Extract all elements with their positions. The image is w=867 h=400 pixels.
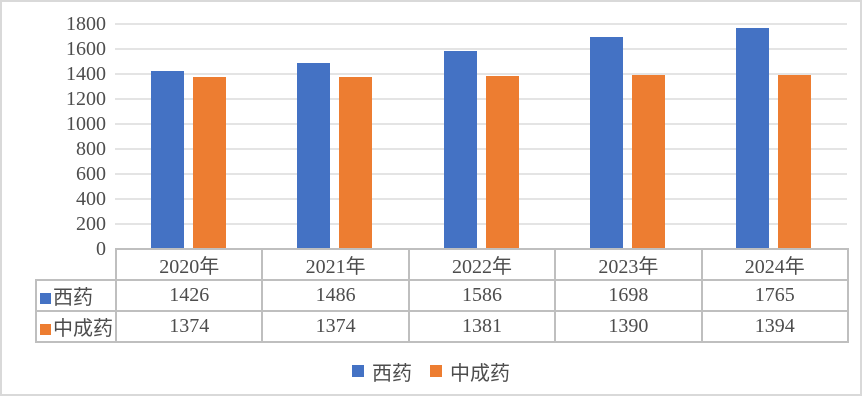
bar-西药-2023年	[589, 36, 623, 249]
y-axis-tick-label: 200	[76, 213, 106, 235]
bar-group-2022年	[408, 24, 554, 249]
bar-中成药-2020年	[192, 77, 226, 249]
value-cell: 1426	[114, 279, 264, 312]
bar-西药-2022年	[443, 50, 477, 249]
gridline	[115, 198, 847, 200]
year-header-cell: 2024年	[700, 248, 849, 281]
legend-label: 西药	[372, 362, 412, 385]
bar-group-2021年	[261, 24, 407, 249]
series-swatch-icon	[40, 324, 51, 335]
y-axis-tick-label: 0	[96, 238, 106, 260]
gridline	[115, 98, 847, 100]
year-header-cell: 2023年	[554, 248, 703, 281]
series-key-cell: 中成药	[35, 310, 117, 343]
y-axis-tick-label: 1600	[66, 38, 106, 60]
y-axis-tick-label: 1800	[66, 13, 106, 35]
table-row-中成药: 中成药 1374 1374 1381 1390 1394	[35, 310, 849, 343]
gridline	[115, 23, 847, 25]
bar-group-2020年	[115, 24, 261, 249]
bar-中成药-2021年	[339, 77, 373, 249]
series-swatch-icon	[40, 293, 51, 304]
legend: 西药 中成药	[2, 357, 860, 386]
gridline	[115, 73, 847, 75]
value-cell: 1765	[700, 279, 849, 312]
bar-西药-2021年	[297, 63, 331, 249]
value-cell: 1374	[261, 310, 410, 343]
y-axis-tick-label: 800	[76, 138, 106, 160]
y-axis-tick-label: 600	[76, 163, 106, 185]
table-row-西药: 西药 1426 1486 1586 1698 1765	[35, 279, 849, 312]
series-name-label: 西药	[53, 287, 93, 309]
value-cell: 1390	[554, 310, 703, 343]
value-cell: 1381	[407, 310, 557, 343]
bar-西药-2024年	[736, 28, 770, 249]
bar-中成药-2022年	[485, 76, 519, 249]
y-axis-tick-label: 1400	[66, 63, 106, 85]
table-header-row: 2020年 2021年 2022年 2023年 2024年	[36, 248, 849, 281]
value-cell: 1586	[407, 279, 557, 312]
bar-中成药-2024年	[778, 74, 812, 249]
bar-group-2023年	[554, 24, 700, 249]
bar-group-2024年	[701, 24, 847, 249]
value-cell: 1394	[700, 310, 849, 343]
series-name-label: 中成药	[53, 318, 113, 340]
data-table: 2020年 2021年 2022年 2023年 2024年 西药 1426 1486 1586 1…	[35, 248, 849, 343]
value-cell: 1698	[554, 279, 703, 312]
gridline	[115, 173, 847, 175]
year-header-cell: 2022年	[407, 248, 557, 281]
legend-label: 中成药	[450, 362, 510, 385]
bar-西药-2020年	[150, 70, 184, 249]
y-axis-tick-label: 400	[76, 188, 106, 210]
gridline	[115, 123, 847, 125]
bar-中成药-2023年	[631, 75, 665, 249]
value-cell: 1486	[261, 279, 410, 312]
year-header-cell: 2020年	[114, 248, 264, 281]
legend-item-西药: 西药	[352, 357, 412, 386]
y-axis-tick-label: 1000	[66, 113, 106, 135]
y-axis-tick-label: 1200	[66, 88, 106, 110]
value-cell: 1374	[114, 310, 264, 343]
legend-item-中成药: 中成药	[430, 357, 510, 386]
year-header-cell: 2021年	[261, 248, 410, 281]
plot-area	[115, 23, 847, 249]
gridline	[115, 223, 847, 225]
table-corner-blank	[36, 249, 116, 280]
legend-swatch-icon	[352, 365, 364, 377]
gridline	[115, 48, 847, 50]
bar-groups	[115, 24, 847, 249]
gridline	[115, 148, 847, 150]
series-key-cell: 西药	[35, 279, 117, 312]
legend-swatch-icon	[430, 365, 442, 377]
